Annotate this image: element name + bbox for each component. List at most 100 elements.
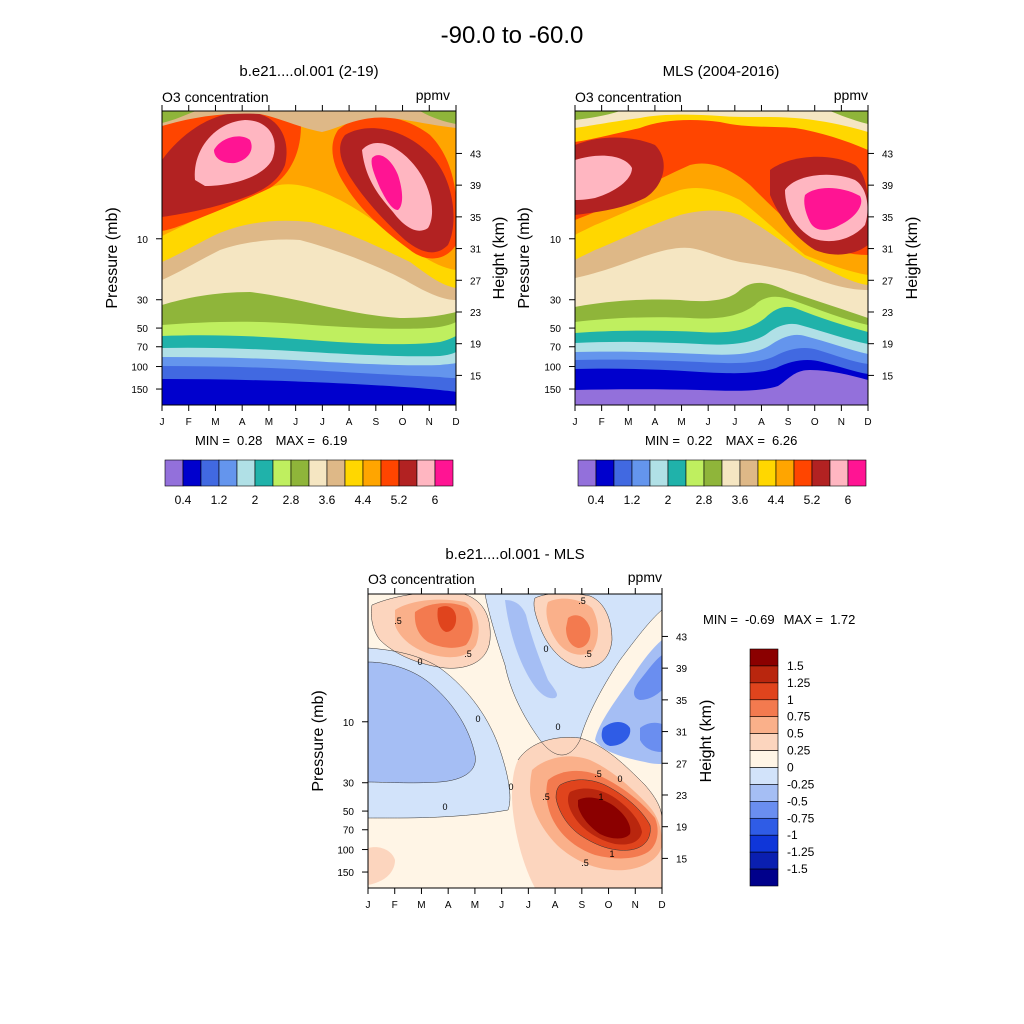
colorbar-swatch	[811, 459, 831, 487]
contour-label: .5	[581, 858, 589, 868]
contour-label: 0	[617, 774, 622, 784]
colorbar-swatch	[254, 459, 274, 487]
contour-label: .5	[542, 792, 550, 802]
panel-diff-frame	[367, 593, 663, 889]
y-tick-label: 50	[343, 807, 355, 818]
colorbar-label: 0.4	[175, 493, 192, 507]
panel-model-colorbar: 0.4 1.2 2 2.8 3.6 4.4 5.2 6	[164, 459, 454, 507]
contour-line-0.5-c	[517, 737, 662, 821]
y-right-tick-label: 39	[470, 181, 482, 192]
colorbar-swatch	[685, 459, 705, 487]
y-right-tick-label: 39	[676, 664, 688, 675]
diff-fill-neg-0.5-west	[368, 662, 476, 783]
colorbar-label: 6	[432, 493, 439, 507]
y-right-tick-label: 27	[676, 759, 688, 770]
colorbar-swatch	[613, 459, 633, 487]
colorbar-swatch	[344, 459, 364, 487]
y-tick-label: 10	[137, 235, 149, 246]
panel-model-ylabel-right: Height (km)	[491, 217, 508, 300]
contour-label: .5	[584, 649, 592, 659]
colorbar-swatch	[416, 459, 436, 487]
contour-fill-top-2	[162, 111, 196, 123]
colorbar-swatch	[308, 459, 328, 487]
x-tick-label: S	[372, 417, 379, 428]
y-right-tick-label: 19	[882, 340, 894, 351]
colorbar-label: 5.2	[391, 493, 408, 507]
colorbar-swatch	[182, 459, 202, 487]
contour-line-0-west	[368, 647, 511, 819]
colorbar-label: -0.75	[787, 811, 815, 825]
panel-mls-title: MLS (2004-2016)	[663, 63, 780, 80]
colorbar-swatch	[164, 459, 184, 487]
y-right-tick-label: 43	[676, 632, 688, 643]
diff-fill-neg-0.5-north	[505, 600, 558, 699]
colorbar-swatch	[398, 459, 418, 487]
y-right-tick-label: 15	[676, 854, 688, 865]
x-tick-label: A	[239, 417, 246, 428]
panel-diff-title: b.e21....ol.001 - MLS	[445, 546, 584, 563]
contour-fill-6.4	[804, 188, 862, 230]
contour-fill-top-4	[830, 111, 868, 124]
diff-fill-pos-0.75-north-east	[566, 615, 591, 648]
y-right-tick-label: 27	[882, 276, 894, 287]
y-tick-label: 30	[550, 296, 562, 307]
colorbar-swatch	[272, 459, 292, 487]
colorbar-label: -0.25	[787, 777, 815, 791]
colorbar-swatch	[749, 733, 779, 751]
panel-model-max: 6.19	[322, 433, 347, 448]
colorbar-label: 2	[665, 493, 672, 507]
colorbar-swatch	[749, 699, 779, 718]
y-tick-label: 10	[550, 235, 562, 246]
colorbar-swatch	[757, 459, 777, 487]
contour-label: .5	[578, 596, 586, 606]
colorbar-swatch	[667, 459, 687, 487]
y-right-tick-label: 19	[470, 340, 482, 351]
contour-line-0-north	[484, 594, 662, 756]
contour-line-1-se	[555, 779, 651, 851]
y-right-tick-label: 43	[882, 149, 894, 160]
colorbar-label: 1.25	[787, 676, 811, 690]
x-tick-label: A	[758, 417, 765, 428]
x-tick-label: F	[392, 900, 398, 911]
contour-line-0.5-a	[371, 594, 491, 669]
y-tick-label: 70	[137, 343, 149, 354]
y-tick-label: 50	[137, 324, 149, 335]
panel-mls-contours	[575, 111, 868, 405]
panel-mls-min: 0.22	[687, 433, 712, 448]
panel-model: b.e21....ol.001 (2-19) O3 concentration …	[104, 63, 508, 507]
panel-diff-ylabel-right: Height (km)	[698, 700, 715, 783]
x-tick-label: M	[265, 417, 273, 428]
contour-line-neg-0.5-west	[368, 661, 476, 784]
x-tick-label: A	[445, 900, 452, 911]
diff-fill-pos-0.25-sw	[368, 847, 395, 885]
x-tick-label: A	[346, 417, 353, 428]
panel-diff-units: ppmv	[628, 569, 662, 585]
y-right-tick-label: 27	[470, 276, 482, 287]
colorbar-swatch	[749, 801, 779, 819]
colorbar-swatch	[749, 750, 779, 768]
colorbar-label: 0.4	[588, 493, 605, 507]
x-tick-label: J	[160, 417, 165, 428]
colorbar-swatch	[218, 459, 238, 487]
page-title: -90.0 to -60.0	[441, 22, 584, 49]
panel-mls-min-label: MIN =	[645, 433, 680, 448]
x-tick-label: A	[552, 900, 559, 911]
panel-diff-min-label: MIN =	[703, 612, 738, 627]
contour-label: 0	[475, 714, 480, 724]
panel-mls-axes: J F M A M J J A S O N D 10 30 50 70 100 150 43 39 35 31 27 23 19…	[544, 105, 894, 428]
colorbar-label: -0.5	[787, 794, 808, 808]
x-tick-label: M	[417, 900, 425, 911]
colorbar-swatch	[749, 767, 779, 785]
panel-diff-ylabel: Pressure (mb)	[310, 690, 327, 791]
colorbar-label: 3.6	[319, 493, 336, 507]
panel-model-axes: J F M A M J J A S O N D 10 30 50 70 100 150 43 39 35 31 27 23 19…	[131, 105, 482, 428]
colorbar-label: 1.2	[624, 493, 641, 507]
y-right-tick-label: 35	[882, 213, 894, 224]
x-tick-label: O	[605, 900, 613, 911]
colorbar-swatch	[362, 459, 382, 487]
y-tick-label: 70	[550, 343, 562, 354]
y-right-tick-label: 15	[470, 371, 482, 382]
colorbar-swatch	[649, 459, 669, 487]
panel-diff-min: -0.69	[745, 612, 775, 627]
